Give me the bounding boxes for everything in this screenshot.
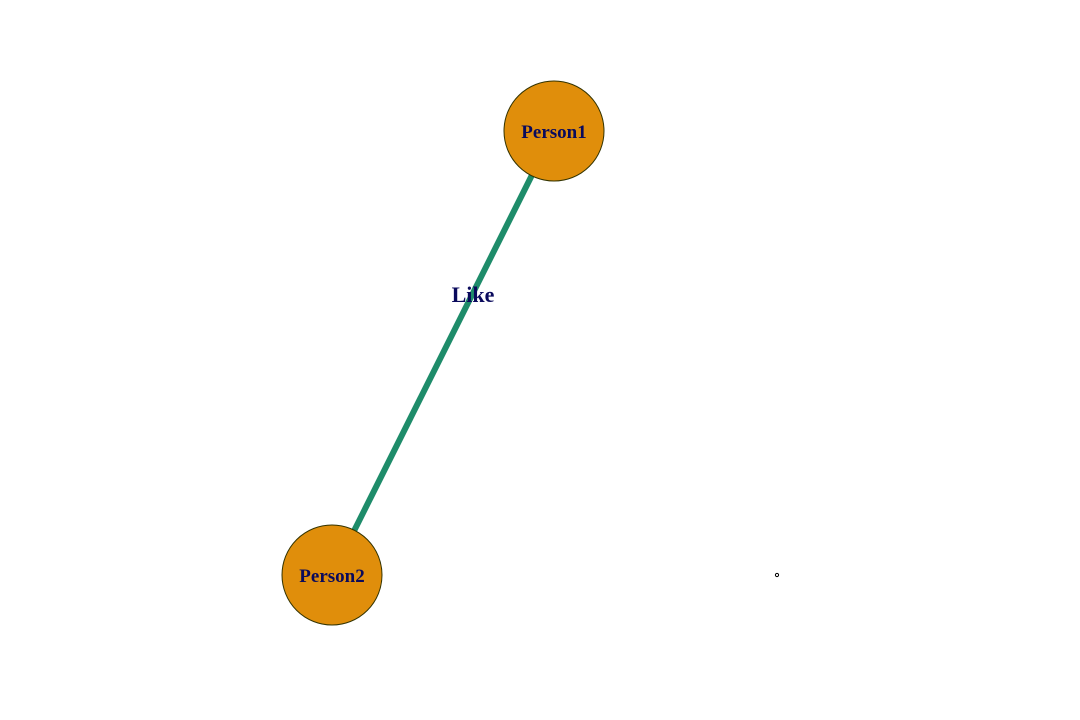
node-person1-circle bbox=[503, 80, 605, 182]
edge-like bbox=[329, 129, 557, 577]
node-person2-label: Person2 bbox=[299, 566, 364, 587]
stray-dot bbox=[774, 572, 780, 578]
edge-label-like: Like bbox=[452, 282, 495, 307]
node-person2-circle bbox=[281, 524, 383, 626]
node-person1-label: Person1 bbox=[521, 122, 586, 143]
node-person2: Person2 bbox=[281, 524, 383, 626]
node-person1: Person1 bbox=[503, 80, 605, 182]
